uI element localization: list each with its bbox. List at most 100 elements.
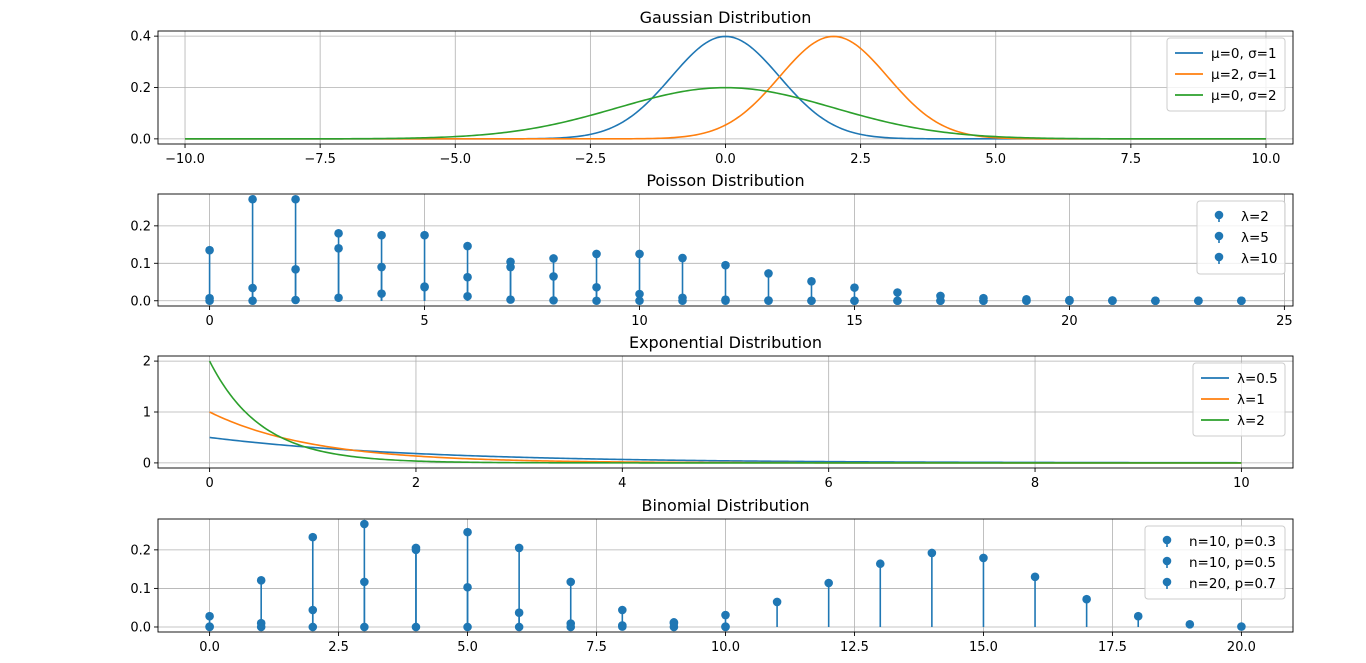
legend: λ=0.5 λ=1 λ=2 [1192,362,1286,437]
legend-label: λ=1 [1237,392,1265,408]
x-tick-label: −2.5 [575,152,607,167]
stem-marker [1194,296,1203,306]
data-layer [185,35,1266,140]
stem-marker [360,622,369,632]
legend-marker-swatch [1214,252,1224,262]
data-layer [208,360,1242,464]
chart-title: Poisson Distribution [646,171,804,190]
stem-series-3 [205,249,1246,306]
stem-marker [411,622,421,632]
y-tick-label: 0.2 [130,219,151,234]
stem-marker [566,622,576,632]
stem-marker [308,532,318,542]
y-tick-label: 0.4 [130,30,151,45]
legend-box [1166,37,1286,112]
y-tick-label: 0.0 [130,620,151,635]
y-tick-label: 0.1 [130,582,151,597]
stem-marker [1082,594,1091,604]
stem-marker [360,519,369,529]
x-tick-label: 5.0 [457,640,478,655]
stem-marker [1022,294,1031,304]
stem-marker [936,291,945,301]
stem-marker [618,605,627,615]
legend-marker-swatch [1214,210,1224,220]
stem-marker [463,622,472,632]
stem-marker [618,621,627,630]
legend-label: μ=0, σ=1 [1211,46,1277,62]
x-tick-label: 6 [825,476,833,491]
y-tick-label: 0.2 [130,543,151,558]
x-tick-label: 4 [618,476,626,491]
stem-marker [764,269,773,278]
stem-marker [463,272,472,282]
legend: λ=2 λ=5 λ=10 [1196,200,1286,275]
x-tick-label: 2.5 [850,152,871,167]
stem-marker [420,282,429,291]
x-tick-label: 5 [420,314,428,329]
panel-4: 0.0 2.5 5.0 7.5 10.0 12.5 15.0 17.5 20.0 0.0 0.1 0.… [130,496,1294,655]
x-tick-label: 0 [205,314,213,329]
stem-series-2 [205,527,730,631]
x-tick-label: 25 [1276,314,1293,329]
stem-marker [205,245,214,255]
x-tick-label: 10.0 [711,640,740,655]
stem-marker [721,610,730,620]
stem-marker [291,194,300,204]
stem-marker [205,622,214,632]
legend-label: n=20, p=0.7 [1189,576,1276,592]
legend-marker-swatch [1162,577,1172,587]
x-tick-label: 17.5 [1098,640,1127,655]
stem-marker [772,597,782,607]
stem-marker [411,543,421,553]
legend: μ=0, σ=1 μ=2, σ=1 μ=0, σ=2 [1166,37,1286,112]
stem-marker [549,254,558,263]
legend-label: μ=2, σ=1 [1211,67,1277,83]
x-tick-label: −7.5 [304,152,336,167]
x-tick-label: 20 [1061,314,1078,329]
legend-label: λ=2 [1241,209,1269,225]
axes-frame [157,193,1294,307]
x-tick-label: 10.0 [1251,152,1280,167]
legend-label: n=10, p=0.5 [1189,555,1276,571]
legend-label: λ=10 [1241,251,1277,267]
stem-marker [927,548,937,558]
stem-marker [1133,611,1143,621]
stem-marker [979,553,988,563]
stem-marker [377,230,386,240]
chart-title: Gaussian Distribution [640,8,812,27]
x-tick-label: 10 [631,314,648,329]
x-tick-label: 10 [1233,476,1250,491]
stem-marker [1065,295,1074,305]
legend-label: λ=0.5 [1237,371,1278,387]
x-tick-label: 20.0 [1227,640,1256,655]
legend-label: λ=2 [1237,413,1265,429]
x-tick-label: 0.0 [199,640,220,655]
x-tick-label: −10.0 [165,152,205,167]
stem-marker [678,253,687,263]
stem-marker [334,244,343,253]
stem-marker [506,262,515,272]
stem-marker [1237,296,1246,306]
stem-marker [824,578,833,588]
stem-marker [256,576,266,585]
stem-marker [514,622,524,632]
stem-marker [721,260,730,270]
stem-marker [248,283,257,293]
stem-marker [291,264,300,274]
stem-marker [334,293,343,303]
x-tick-label: 2.5 [328,640,349,655]
stem-marker [1030,572,1040,582]
y-tick-label: 0 [143,456,151,471]
stem-marker [669,618,679,627]
legend-box [1144,525,1286,600]
stem-marker [256,622,266,632]
stem-marker [514,543,524,553]
x-tick-label: 7.5 [586,640,607,655]
x-tick-label: −5.0 [439,152,471,167]
x-tick-label: 15.0 [969,640,998,655]
stem-marker [566,577,576,587]
stem-marker [463,241,472,251]
stem-marker [205,611,214,621]
